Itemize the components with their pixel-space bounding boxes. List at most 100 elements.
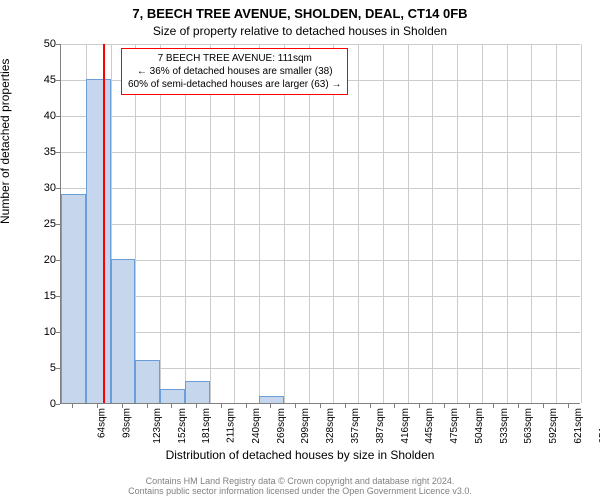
x-tick-label: 387sqm xyxy=(375,408,386,444)
x-tick-label: 93sqm xyxy=(122,408,133,438)
x-tick-label: 445sqm xyxy=(424,408,435,444)
x-tick-label: 563sqm xyxy=(523,408,534,444)
y-tick-label: 45 xyxy=(16,74,56,86)
chart-title-sub: Size of property relative to detached ho… xyxy=(0,24,600,38)
y-tick-label: 50 xyxy=(16,38,56,50)
x-tick-mark xyxy=(295,404,296,408)
y-tick-mark xyxy=(56,44,60,45)
annotation-box: 7 BEECH TREE AVENUE: 111sqm← 36% of deta… xyxy=(121,48,348,95)
gridline-h xyxy=(61,116,580,117)
x-tick-label: 64sqm xyxy=(97,408,108,438)
gridline-v xyxy=(457,44,458,403)
y-tick-label: 30 xyxy=(16,182,56,194)
y-tick-mark xyxy=(56,296,60,297)
x-tick-label: 416sqm xyxy=(400,408,411,444)
marker-line xyxy=(103,44,105,403)
bar xyxy=(61,194,86,403)
x-tick-mark xyxy=(147,404,148,408)
x-tick-label: 621sqm xyxy=(573,408,584,444)
gridline-v xyxy=(259,44,260,403)
x-tick-mark xyxy=(543,404,544,408)
gridline-v xyxy=(556,44,557,403)
gridline-v xyxy=(383,44,384,403)
x-tick-mark xyxy=(246,404,247,408)
annotation-line: ← 36% of detached houses are smaller (38… xyxy=(128,65,341,78)
x-tick-mark xyxy=(394,404,395,408)
gridline-h xyxy=(61,188,580,189)
gridline-v xyxy=(284,44,285,403)
x-tick-mark xyxy=(444,404,445,408)
gridline-v xyxy=(507,44,508,403)
footnote-line-2: Contains public sector information licen… xyxy=(0,486,600,496)
x-tick-label: 504sqm xyxy=(474,408,485,444)
x-tick-label: 211sqm xyxy=(226,408,237,443)
x-tick-label: 328sqm xyxy=(325,408,336,444)
bar xyxy=(185,381,210,403)
y-tick-label: 40 xyxy=(16,110,56,122)
x-tick-label: 152sqm xyxy=(177,408,188,444)
x-tick-label: 533sqm xyxy=(499,408,510,444)
x-tick-label: 181sqm xyxy=(202,408,213,444)
annotation-line: 60% of semi-detached houses are larger (… xyxy=(128,78,341,91)
footnote-line-1: Contains HM Land Registry data © Crown c… xyxy=(0,476,600,486)
x-tick-label: 240sqm xyxy=(251,408,262,444)
x-tick-mark xyxy=(518,404,519,408)
x-tick-mark xyxy=(221,404,222,408)
gridline-v xyxy=(160,44,161,403)
x-tick-label: 475sqm xyxy=(449,408,460,444)
gridline-v xyxy=(210,44,211,403)
x-tick-mark xyxy=(122,404,123,408)
x-tick-mark xyxy=(370,404,371,408)
x-tick-mark xyxy=(97,404,98,408)
x-tick-mark xyxy=(171,404,172,408)
gridline-v xyxy=(432,44,433,403)
y-tick-mark xyxy=(56,368,60,369)
chart-title-main: 7, BEECH TREE AVENUE, SHOLDEN, DEAL, CT1… xyxy=(0,6,600,21)
y-tick-label: 25 xyxy=(16,218,56,230)
y-tick-mark xyxy=(56,116,60,117)
x-tick-label: 123sqm xyxy=(152,408,163,444)
y-tick-label: 35 xyxy=(16,146,56,158)
gridline-h xyxy=(61,224,580,225)
y-tick-label: 20 xyxy=(16,254,56,266)
y-tick-label: 10 xyxy=(16,326,56,338)
bar xyxy=(86,79,111,403)
gridline-h xyxy=(61,332,580,333)
y-tick-label: 0 xyxy=(16,398,56,410)
y-tick-mark xyxy=(56,404,60,405)
x-tick-label: 299sqm xyxy=(301,408,312,444)
bar xyxy=(111,259,136,403)
gridline-v xyxy=(333,44,334,403)
y-tick-mark xyxy=(56,152,60,153)
x-tick-mark xyxy=(568,404,569,408)
chart-container: 7, BEECH TREE AVENUE, SHOLDEN, DEAL, CT1… xyxy=(0,0,600,500)
gridline-h xyxy=(61,260,580,261)
x-tick-mark xyxy=(493,404,494,408)
x-axis-label: Distribution of detached houses by size … xyxy=(0,448,600,462)
gridline-v xyxy=(135,44,136,403)
gridline-v xyxy=(358,44,359,403)
y-tick-label: 5 xyxy=(16,362,56,374)
x-tick-mark xyxy=(270,404,271,408)
x-tick-label: 269sqm xyxy=(276,408,287,444)
x-tick-label: 592sqm xyxy=(548,408,559,444)
annotation-line: 7 BEECH TREE AVENUE: 111sqm xyxy=(128,52,341,65)
bar xyxy=(259,396,284,403)
x-tick-label: 357sqm xyxy=(350,408,361,444)
x-tick-mark xyxy=(469,404,470,408)
x-tick-mark xyxy=(419,404,420,408)
gridline-v xyxy=(234,44,235,403)
y-axis-label: Number of detached properties xyxy=(0,59,12,224)
x-tick-mark xyxy=(196,404,197,408)
gridline-h xyxy=(61,296,580,297)
plot-area: 7 BEECH TREE AVENUE: 111sqm← 36% of deta… xyxy=(60,44,580,404)
gridline-v xyxy=(408,44,409,403)
y-tick-mark xyxy=(56,80,60,81)
x-tick-mark xyxy=(72,404,73,408)
gridline-v xyxy=(185,44,186,403)
x-tick-mark xyxy=(345,404,346,408)
gridline-h xyxy=(61,44,580,45)
gridline-v xyxy=(482,44,483,403)
footnote: Contains HM Land Registry data © Crown c… xyxy=(0,476,600,496)
x-tick-mark xyxy=(320,404,321,408)
